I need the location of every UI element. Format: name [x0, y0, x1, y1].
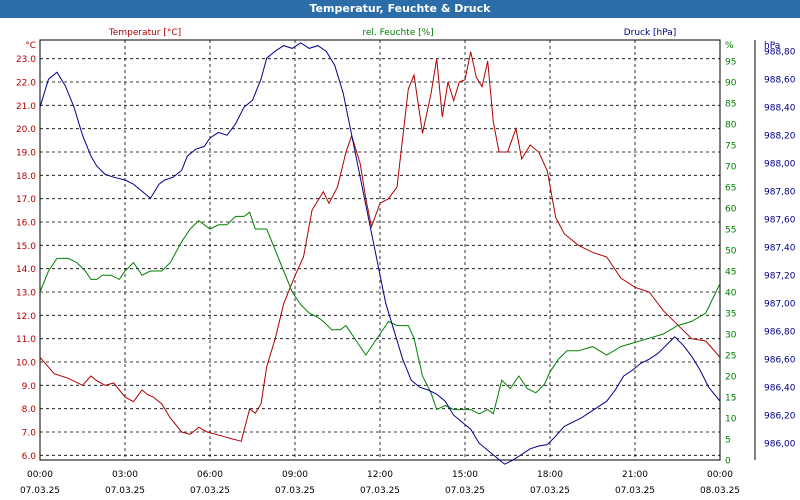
x-tick-date: 07.03.25: [615, 486, 655, 496]
y-tick-pressure: 988,40: [764, 104, 796, 114]
y-tick-temperature: 7.0: [22, 429, 37, 439]
y-tick-pressure: 987,00: [764, 300, 796, 310]
x-tick-time: 06:00: [197, 470, 223, 480]
chart-title: Temperatur, Feuchte & Druck: [309, 2, 491, 15]
series-line-pressure: [39, 42, 721, 465]
y-tick-temperature: 12.0: [16, 312, 36, 322]
y-tick-temperature: 17.0: [16, 195, 36, 205]
y-tick-humidity: 80: [725, 121, 737, 131]
legend-label-temperature: Temperatur [°C]: [108, 28, 181, 38]
x-tick-date: 07.03.25: [360, 486, 400, 496]
y-tick-humidity: 75: [725, 142, 736, 152]
y-tick-temperature: 8.0: [22, 405, 37, 415]
y-tick-temperature: 14.0: [16, 265, 36, 275]
y-tick-humidity: 65: [725, 184, 736, 194]
y-axis-unit-temperature: °C: [25, 41, 36, 51]
y-tick-temperature: 16.0: [16, 219, 36, 229]
y-tick-humidity: 20: [725, 373, 737, 383]
legend-label-pressure: Druck [hPa]: [624, 28, 677, 38]
y-tick-temperature: 6.0: [22, 452, 37, 462]
y-tick-temperature: 10.0: [16, 359, 36, 369]
y-tick-temperature: 21.0: [16, 102, 36, 112]
y-tick-temperature: 13.0: [16, 289, 36, 299]
y-tick-temperature: 9.0: [22, 382, 37, 392]
y-tick-pressure: 986,40: [764, 384, 796, 394]
y-axis-unit-pressure: hPa: [764, 41, 780, 51]
series-line-humidity: [39, 211, 721, 415]
x-tick-time: 03:00: [112, 470, 138, 480]
y-tick-humidity: 25: [725, 352, 736, 362]
x-tick-time: 00:00: [707, 470, 733, 480]
y-tick-temperature: 11.0: [16, 335, 36, 345]
x-tick-date: 07.03.25: [190, 486, 230, 496]
x-tick-time: 21:00: [622, 470, 648, 480]
chart-area: 00:00 07.03.25 03:00 07.03.25 06:00 07.03.25 0…: [16, 28, 796, 496]
y-tick-temperature: 20.0: [16, 125, 36, 135]
y-tick-humidity: 85: [725, 100, 736, 110]
y-tick-humidity: 95: [725, 58, 736, 68]
series-line-temperature: [39, 51, 721, 442]
y-tick-humidity: 70: [725, 163, 737, 173]
y-tick-pressure: 986,20: [764, 412, 796, 422]
x-tick-time: 18:00: [537, 470, 563, 480]
x-tick-date: 07.03.25: [105, 486, 145, 496]
y-tick-humidity: 50: [725, 247, 737, 257]
legend-label-humidity: rel. Feuchte [%]: [362, 28, 433, 38]
y-tick-temperature: 19.0: [16, 149, 36, 159]
x-tick-time: 09:00: [282, 470, 308, 480]
y-tick-temperature: 22.0: [16, 79, 36, 89]
y-tick-temperature: 23.0: [16, 55, 36, 65]
y-tick-humidity: 40: [725, 289, 737, 299]
x-tick-time: 00:00: [27, 470, 53, 480]
x-tick-date: 08.03.25: [700, 486, 740, 496]
y-tick-humidity: 0: [725, 457, 731, 467]
x-tick-date: 07.03.25: [530, 486, 570, 496]
y-tick-pressure: 988,60: [764, 76, 796, 86]
y-tick-pressure: 987,40: [764, 244, 796, 254]
y-tick-humidity: 30: [725, 331, 737, 341]
y-tick-humidity: 10: [725, 415, 737, 425]
y-tick-humidity: 15: [725, 394, 736, 404]
y-tick-pressure: 988,00: [764, 160, 796, 170]
x-tick-date: 07.03.25: [445, 486, 485, 496]
chart-title-bar: Temperatur, Feuchte & Druck: [0, 0, 800, 18]
x-tick-date: 07.03.25: [275, 486, 315, 496]
y-tick-pressure: 988,20: [764, 132, 796, 142]
y-tick-pressure: 987,60: [764, 216, 796, 226]
y-tick-temperature: 18.0: [16, 172, 36, 182]
y-tick-humidity: 5: [725, 436, 731, 446]
y-axis-unit-humidity: %: [725, 41, 734, 51]
y-tick-humidity: 45: [725, 268, 736, 278]
y-tick-humidity: 90: [725, 79, 737, 89]
y-tick-humidity: 35: [725, 310, 736, 320]
y-tick-pressure: 987,80: [764, 188, 796, 198]
x-tick-time: 15:00: [452, 470, 478, 480]
y-tick-humidity: 55: [725, 226, 736, 236]
x-tick-time: 12:00: [367, 470, 393, 480]
x-tick-date: 07.03.25: [20, 486, 60, 496]
y-tick-pressure: 987,20: [764, 272, 796, 282]
y-tick-pressure: 986,00: [764, 440, 796, 450]
y-tick-temperature: 15.0: [16, 242, 36, 252]
y-tick-pressure: 988,80: [764, 48, 796, 58]
y-tick-humidity: 60: [725, 205, 737, 215]
y-tick-pressure: 986,60: [764, 356, 796, 366]
y-tick-pressure: 986,80: [764, 328, 796, 338]
